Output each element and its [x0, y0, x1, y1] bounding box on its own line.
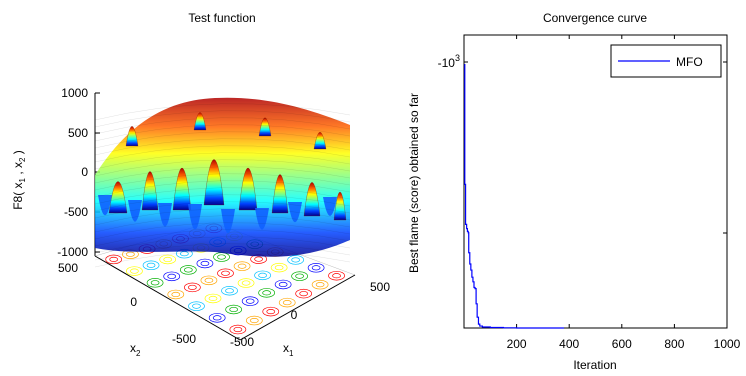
- legend-label-mfo: MFO: [676, 55, 703, 69]
- x1-tick-label: -500: [230, 335, 254, 349]
- x2-axis-label: x2: [130, 341, 141, 358]
- right-chart-title: Convergence curve: [543, 11, 647, 25]
- x1-axis-label: x1: [283, 341, 294, 358]
- z-tick-labels: 1000 500 0 -500 -1000: [57, 86, 100, 259]
- left-chart-title: Test function: [188, 11, 255, 25]
- convergence-panel: Convergence curve 200 400 600 800 1000 -103 …: [407, 11, 741, 372]
- z-tick-label: -500: [64, 205, 88, 219]
- surface-panel: Test function 1000 500 0 -500 -1000 F8( x1 ,…: [11, 11, 390, 358]
- plot-area: [463, 34, 728, 329]
- x-axis-label: Iteration: [573, 358, 616, 372]
- series-line-mfo: [464, 64, 564, 329]
- x2-tick-label: 0: [130, 295, 137, 309]
- z-tick-label: 500: [68, 126, 88, 140]
- x1-tick-labels: -500 0 500: [230, 280, 390, 349]
- x2-tick-labels: 500 0 -500: [58, 261, 196, 346]
- y-tick-label: -103: [438, 53, 460, 70]
- x1-tick-label: 500: [370, 280, 390, 294]
- z-tick-label: -1000: [57, 245, 88, 259]
- y-axis-label: Best flame (score) obtained so far: [407, 93, 421, 273]
- surface-mesh: [94, 97, 351, 268]
- x-tick-label: 400: [559, 337, 579, 351]
- x2-tick-label: -500: [172, 332, 196, 346]
- x-tick-label: 800: [664, 337, 684, 351]
- z-axis-label: F8( x1 , x2 ): [11, 150, 27, 210]
- x1-axis-line: [239, 274, 356, 341]
- x-tick-label: 600: [612, 337, 632, 351]
- x2-axis-line: [94, 255, 241, 341]
- z-tick-label: 1000: [61, 86, 88, 100]
- x-tick-label: 1000: [714, 337, 741, 351]
- legend: MFO: [610, 44, 722, 78]
- x1-tick-label: 0: [291, 308, 298, 322]
- x2-tick-label: 500: [58, 261, 78, 275]
- x-tick-label: 200: [507, 337, 527, 351]
- z-tick-label: 0: [81, 165, 88, 179]
